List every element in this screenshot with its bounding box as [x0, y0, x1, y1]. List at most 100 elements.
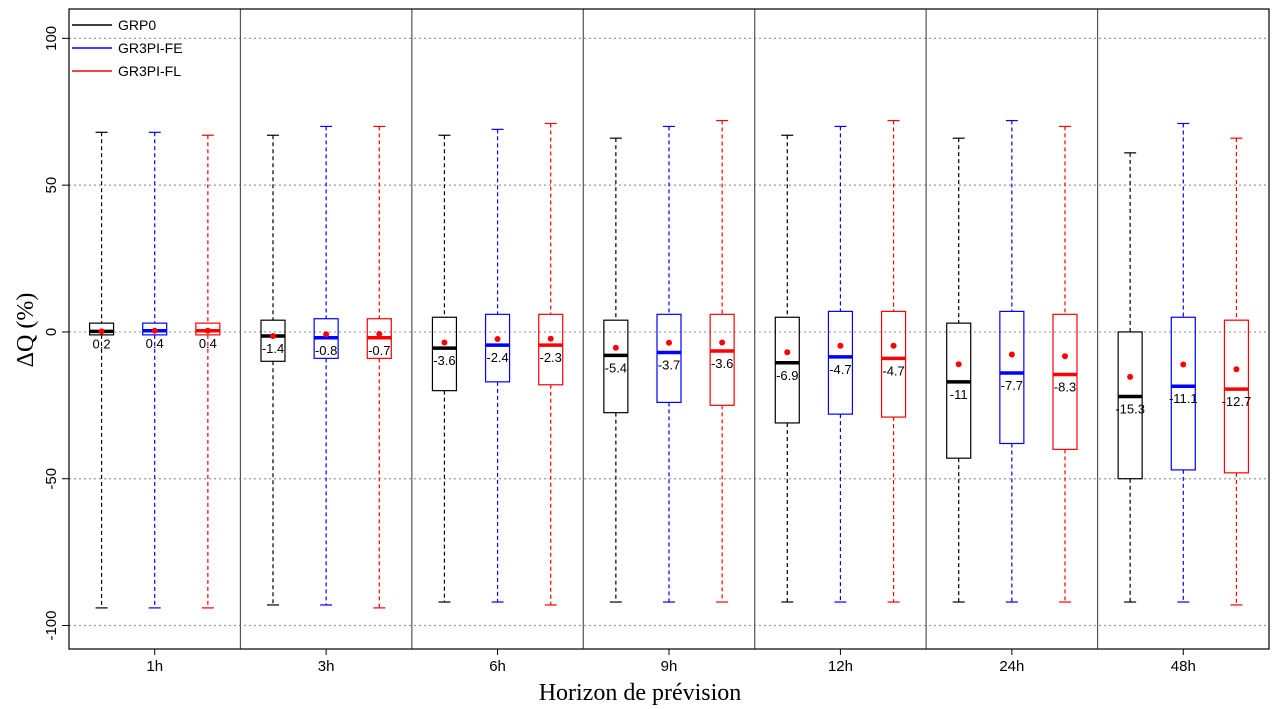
mean-point [376, 330, 383, 337]
box-9h-GRP0 [603, 137, 629, 603]
iqr-box [1170, 316, 1196, 471]
iqr-box [484, 313, 511, 383]
x-tick-label: 1h [146, 658, 163, 675]
iqr-box [999, 310, 1025, 445]
iqr-box [88, 322, 115, 336]
box-3h-GRP0 [260, 134, 286, 606]
box-24h-GR3PI-FL [1052, 125, 1078, 603]
x-tick-label: 9h [661, 658, 678, 675]
iqr-box [774, 316, 800, 424]
y-tick-label: 100 [43, 26, 60, 51]
box-6h-GRP0 [431, 134, 458, 603]
iqr-box [1052, 313, 1078, 450]
mean-point [151, 327, 158, 334]
mean-point [98, 328, 105, 335]
iqr-box [603, 319, 629, 414]
box-48h-GR3PI-FE [1170, 122, 1196, 603]
mean-point [547, 335, 554, 342]
grid-layer [69, 37, 1269, 627]
median-label: -11 [950, 387, 968, 402]
box-12h-GRP0 [774, 134, 800, 603]
mean-point [1008, 351, 1015, 358]
mean-point [837, 342, 844, 349]
legend-label: GR3PI-FE [118, 40, 183, 56]
median-label: -5.4 [605, 360, 627, 375]
iqr-box [260, 319, 286, 362]
box-12h-GR3PI-FE [827, 125, 854, 603]
mean-point [204, 327, 211, 334]
box-9h-GR3PI-FL [709, 119, 735, 603]
iqr-box [538, 313, 564, 386]
x-tick-label: 3h [318, 658, 335, 675]
median-label: -7.7 [1001, 378, 1023, 393]
iqr-box [1117, 331, 1143, 480]
box-48h-GRP0 [1117, 152, 1143, 603]
median-label: -2.4 [486, 350, 508, 365]
iqr-box [656, 313, 682, 403]
x-tick-label: 12h [828, 658, 853, 675]
axes: -100 -50 0 50 100 1h 3h 6h 9h 12h 24h 48h [43, 26, 1196, 675]
box-3h-GR3PI-FL [366, 125, 392, 609]
y-tick-label: -50 [43, 468, 60, 490]
legend-label: GR3PI-FL [118, 63, 181, 79]
mean-point [1062, 353, 1068, 360]
box-6h-GR3PI-FL [538, 122, 564, 606]
iqr-box [431, 316, 458, 392]
median-label: -3.6 [711, 356, 733, 371]
value-labels: 0.2 -1.4 -3.6 -5.4 -6.9 -11 -15.3 0.4 -0.8 -2.4 -3… [93, 336, 1252, 417]
iqr-box [195, 322, 221, 336]
mean-point [1127, 373, 1134, 380]
mean-point [719, 339, 726, 346]
median-label: -4.7 [829, 362, 851, 377]
legend: GRP0 GR3PI-FE GR3PI-FL [72, 17, 183, 79]
median-label: -8.3 [1054, 380, 1076, 395]
median-label: -6.9 [776, 368, 798, 383]
box-24h-GRP0 [946, 137, 972, 603]
box-48h-GR3PI-FL [1223, 137, 1250, 606]
x-tick-label: 24h [999, 658, 1024, 675]
box-1h-GRP0 [88, 131, 115, 609]
x-tick-label: 48h [1171, 658, 1196, 675]
iqr-box [1223, 319, 1250, 474]
box-1h-GR3PI-FL [195, 134, 221, 609]
mean-point [441, 339, 448, 346]
median-label: -11.1 [1169, 391, 1198, 406]
box-3h-GR3PI-FE [313, 125, 339, 606]
median-label: -0.7 [368, 343, 390, 358]
mean-point [270, 333, 276, 340]
median-label: -2.3 [540, 350, 562, 365]
mean-point [955, 361, 962, 368]
iqr-box [142, 322, 168, 336]
median-label: 0.4 [199, 336, 217, 351]
y-axis-title: ΔQ (%) [13, 293, 39, 368]
mean-point [666, 339, 672, 346]
iqr-box [880, 310, 907, 418]
y-tick-label: 0 [43, 328, 60, 336]
median-label: -0.8 [315, 343, 337, 358]
x-axis-title: Horizon de prévision [539, 680, 742, 706]
median-label: -12.7 [1222, 394, 1252, 409]
box-1h-GR3PI-FE [142, 131, 168, 609]
mean-point [1233, 366, 1240, 373]
legend-label: GRP0 [118, 17, 156, 33]
box-12h-GR3PI-FL [880, 119, 907, 603]
mean-point [1180, 361, 1187, 368]
y-tick-label: 50 [43, 177, 60, 194]
iqr-box [946, 322, 972, 459]
x-tick-label: 6h [489, 658, 506, 675]
box-9h-GR3PI-FE [656, 125, 682, 603]
median-label: -1.4 [262, 341, 284, 356]
median-label: -3.6 [433, 353, 455, 368]
box-24h-GR3PI-FE [999, 119, 1025, 603]
iqr-box [827, 310, 854, 415]
median-label: -4.7 [882, 363, 904, 378]
median-label: 0.2 [93, 336, 111, 351]
median-label: -3.7 [658, 357, 680, 372]
median-label: -15.3 [1115, 402, 1145, 417]
y-tick-label: -100 [43, 610, 60, 640]
mean-point [494, 335, 501, 342]
mean-point [890, 342, 897, 349]
box-layer [88, 119, 1250, 609]
median-label: 0.4 [146, 336, 164, 351]
